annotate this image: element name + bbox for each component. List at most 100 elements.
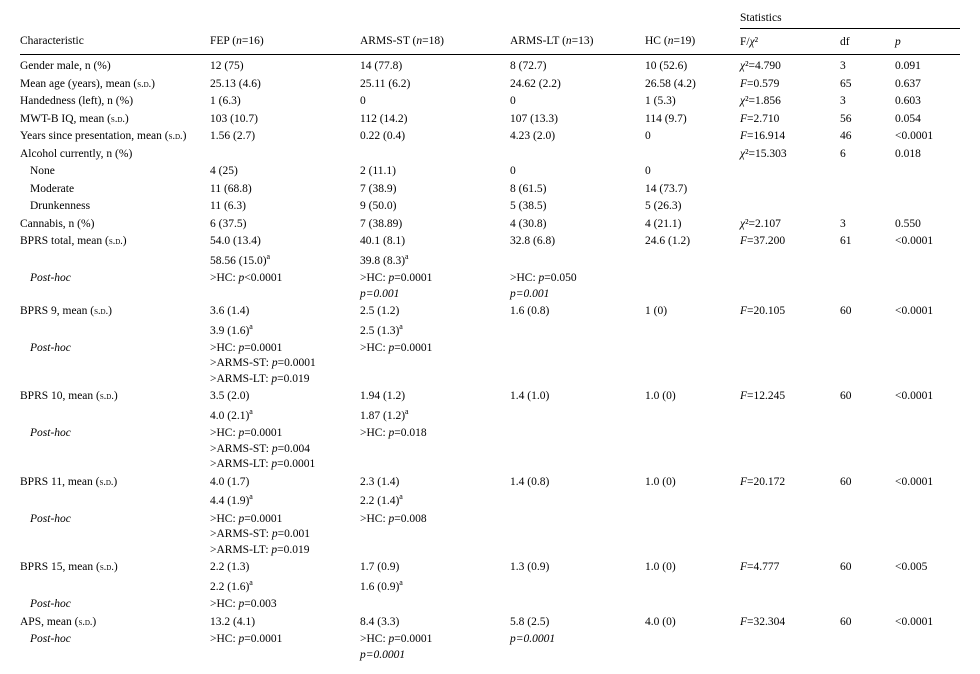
cell: 1.4 (0.8): [510, 474, 645, 492]
cell: F=4.777: [740, 559, 840, 577]
table-row: Post-hoc>HC: p<0.0001>HC: p=0.0001 p=0.0…: [20, 270, 960, 303]
cell: <0.0001: [895, 233, 960, 251]
table-row: Moderate11 (68.8)7 (38.9)8 (61.5)14 (73.…: [20, 181, 960, 199]
cell: 1 (6.3): [210, 93, 360, 111]
cell: [740, 198, 840, 216]
cell: BPRS total, mean (s.d.): [20, 233, 210, 251]
cell: 1.94 (1.2): [360, 388, 510, 406]
cell: 7 (38.89): [360, 216, 510, 234]
cell: 2.5 (1.3)a: [360, 321, 510, 340]
cell: p=0.0001: [510, 631, 645, 664]
cell: [20, 491, 210, 510]
col-characteristic: Characteristic: [20, 28, 210, 55]
cell: 6: [840, 146, 895, 164]
cell: [840, 321, 895, 340]
col-df: df: [840, 28, 895, 55]
col-arms-lt: ARMS-LT (n=13): [510, 28, 645, 55]
cell: 25.11 (6.2): [360, 76, 510, 94]
table-row: Drunkenness11 (6.3)9 (50.0)5 (38.5)5 (26…: [20, 198, 960, 216]
cell: 8.4 (3.3): [360, 614, 510, 632]
cell: [740, 577, 840, 596]
table-row: Cannabis, n (%)6 (37.5)7 (38.89)4 (30.8)…: [20, 216, 960, 234]
cell: [895, 181, 960, 199]
cell: [895, 596, 960, 614]
cell: 24.6 (1.2): [645, 233, 740, 251]
cell: [645, 340, 740, 389]
cell: 0.091: [895, 55, 960, 76]
cell: [740, 181, 840, 199]
table-row: Handedness (left), n (%)1 (6.3)001 (5.3)…: [20, 93, 960, 111]
table-row: 2.2 (1.6)a1.6 (0.9)a: [20, 577, 960, 596]
cell: [840, 181, 895, 199]
cell: 0.22 (0.4): [360, 128, 510, 146]
table-row: APS, mean (s.d.)13.2 (4.1)8.4 (3.3)5.8 (…: [20, 614, 960, 632]
cell: 1.0 (0): [645, 388, 740, 406]
table-row: BPRS total, mean (s.d.)54.0 (13.4)40.1 (…: [20, 233, 960, 251]
cell: 0.550: [895, 216, 960, 234]
cell: Moderate: [20, 181, 210, 199]
cell: 11 (6.3): [210, 198, 360, 216]
cell: [510, 146, 645, 164]
cell: <0.0001: [895, 128, 960, 146]
cell: [895, 270, 960, 303]
table-row: Mean age (years), mean (s.d.)25.13 (4.6)…: [20, 76, 960, 94]
cell: >HC: p=0.0001 >ARMS-ST: p=0.0001 >ARMS-L…: [210, 340, 360, 389]
cell: [645, 491, 740, 510]
cell: [840, 340, 895, 389]
cell: 107 (13.3): [510, 111, 645, 129]
cell: [645, 270, 740, 303]
cell: >HC: p=0.0001 p=0.001: [360, 270, 510, 303]
cell: 1.4 (1.0): [510, 388, 645, 406]
cell: 2.5 (1.2): [360, 303, 510, 321]
cell: [645, 321, 740, 340]
cell: 4.0 (1.7): [210, 474, 360, 492]
cell: [895, 321, 960, 340]
cell: <0.0001: [895, 303, 960, 321]
table-row: 3.9 (1.6)a2.5 (1.3)a: [20, 321, 960, 340]
cell: [645, 631, 740, 664]
cell: BPRS 10, mean (s.d.): [20, 388, 210, 406]
cell: [740, 270, 840, 303]
cell: 4.23 (2.0): [510, 128, 645, 146]
cell: 60: [840, 559, 895, 577]
cell: F=2.710: [740, 111, 840, 129]
cell: 4 (30.8): [510, 216, 645, 234]
cell: 24.62 (2.2): [510, 76, 645, 94]
cell: >HC: p=0.0001 p=0.0001: [360, 631, 510, 664]
table-row: Years since presentation, mean (s.d.)1.5…: [20, 128, 960, 146]
cell: [840, 491, 895, 510]
cell: [510, 321, 645, 340]
cell: 1 (5.3): [645, 93, 740, 111]
table-row: BPRS 15, mean (s.d.)2.2 (1.3)1.7 (0.9)1.…: [20, 559, 960, 577]
cell: [840, 596, 895, 614]
cell: 4 (25): [210, 163, 360, 181]
cell: <0.0001: [895, 388, 960, 406]
cell: Cannabis, n (%): [20, 216, 210, 234]
cell: 39.8 (8.3)a: [360, 251, 510, 270]
cell: [645, 425, 740, 474]
cell: 0.018: [895, 146, 960, 164]
cell: [645, 251, 740, 270]
cell: 0: [510, 93, 645, 111]
cell: [840, 270, 895, 303]
cell: [740, 321, 840, 340]
cell: Gender male, n (%): [20, 55, 210, 76]
cell: Post-hoc: [20, 270, 210, 303]
cell: [895, 491, 960, 510]
cell: Drunkenness: [20, 198, 210, 216]
cell: [510, 340, 645, 389]
cell: 56: [840, 111, 895, 129]
cell: [840, 251, 895, 270]
cell: 114 (9.7): [645, 111, 740, 129]
cell: 12 (75): [210, 55, 360, 76]
cell: [740, 163, 840, 181]
cell: 4 (21.1): [645, 216, 740, 234]
cell: χ²=4.790: [740, 55, 840, 76]
cell: F=0.579: [740, 76, 840, 94]
cell: 60: [840, 474, 895, 492]
cell: 0: [360, 93, 510, 111]
cell: 13.2 (4.1): [210, 614, 360, 632]
cell: F=16.914: [740, 128, 840, 146]
cell: [840, 425, 895, 474]
table-row: Post-hoc>HC: p=0.003: [20, 596, 960, 614]
